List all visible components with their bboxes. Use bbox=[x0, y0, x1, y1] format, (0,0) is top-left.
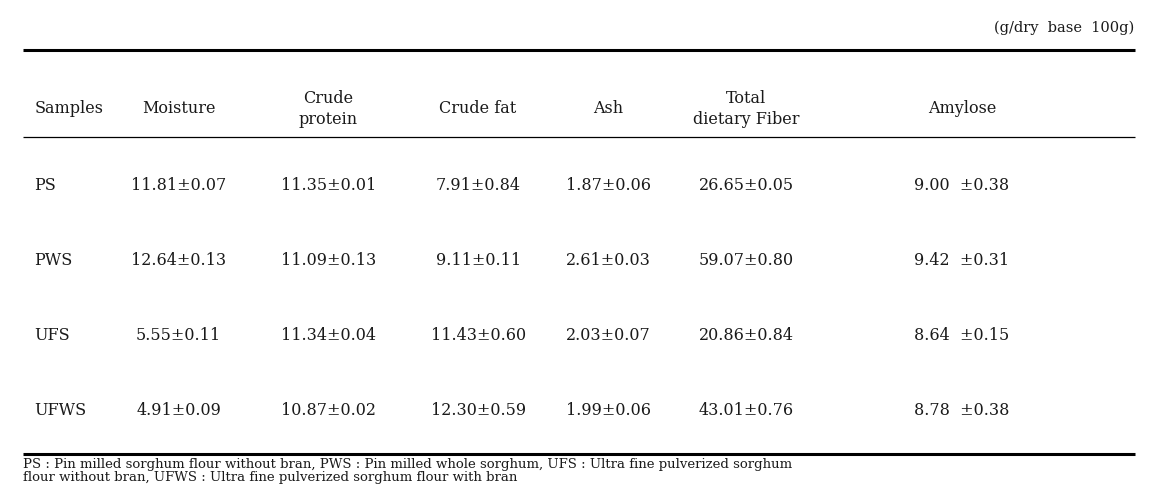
Text: PWS: PWS bbox=[35, 252, 73, 269]
Text: Samples: Samples bbox=[35, 100, 104, 117]
Text: 20.86±0.84: 20.86±0.84 bbox=[699, 327, 794, 344]
Text: 9.00  ±0.38: 9.00 ±0.38 bbox=[915, 177, 1009, 194]
Text: UFS: UFS bbox=[35, 327, 70, 344]
Text: UFWS: UFWS bbox=[35, 401, 86, 418]
Text: 59.07±0.80: 59.07±0.80 bbox=[699, 252, 794, 269]
Text: 11.35±0.01: 11.35±0.01 bbox=[281, 177, 376, 194]
Text: 43.01±0.76: 43.01±0.76 bbox=[699, 401, 794, 418]
Text: 11.09±0.13: 11.09±0.13 bbox=[281, 252, 376, 269]
Text: Crude fat: Crude fat bbox=[439, 100, 517, 117]
Text: 12.64±0.13: 12.64±0.13 bbox=[131, 252, 226, 269]
Text: 9.11±0.11: 9.11±0.11 bbox=[435, 252, 521, 269]
Text: 2.03±0.07: 2.03±0.07 bbox=[566, 327, 651, 344]
Text: (g/dry  base  100g): (g/dry base 100g) bbox=[994, 20, 1135, 34]
Text: 2.61±0.03: 2.61±0.03 bbox=[566, 252, 651, 269]
Text: 5.55±0.11: 5.55±0.11 bbox=[136, 327, 221, 344]
Text: Ash: Ash bbox=[593, 100, 623, 117]
Text: flour without bran, UFWS : Ultra fine pulverized sorghum flour with bran: flour without bran, UFWS : Ultra fine pu… bbox=[23, 469, 517, 483]
Text: 8.78  ±0.38: 8.78 ±0.38 bbox=[915, 401, 1009, 418]
Text: PS : Pin milled sorghum flour without bran, PWS : Pin milled whole sorghum, UFS : PS : Pin milled sorghum flour without br… bbox=[23, 457, 793, 470]
Text: 11.34±0.04: 11.34±0.04 bbox=[281, 327, 376, 344]
Text: 26.65±0.05: 26.65±0.05 bbox=[699, 177, 794, 194]
Text: 11.43±0.60: 11.43±0.60 bbox=[431, 327, 525, 344]
Text: Amylose: Amylose bbox=[927, 100, 996, 117]
Text: PS: PS bbox=[35, 177, 56, 194]
Text: 10.87±0.02: 10.87±0.02 bbox=[281, 401, 376, 418]
Text: 7.91±0.84: 7.91±0.84 bbox=[435, 177, 521, 194]
Text: Total
dietary Fiber: Total dietary Fiber bbox=[694, 90, 799, 127]
Text: 1.99±0.06: 1.99±0.06 bbox=[566, 401, 651, 418]
Text: 12.30±0.59: 12.30±0.59 bbox=[431, 401, 525, 418]
Text: 11.81±0.07: 11.81±0.07 bbox=[131, 177, 226, 194]
Text: 1.87±0.06: 1.87±0.06 bbox=[566, 177, 651, 194]
Text: Moisture: Moisture bbox=[142, 100, 215, 117]
Text: 9.42  ±0.31: 9.42 ±0.31 bbox=[915, 252, 1009, 269]
Text: 8.64  ±0.15: 8.64 ±0.15 bbox=[915, 327, 1009, 344]
Text: Crude
protein: Crude protein bbox=[298, 90, 358, 127]
Text: 4.91±0.09: 4.91±0.09 bbox=[136, 401, 221, 418]
